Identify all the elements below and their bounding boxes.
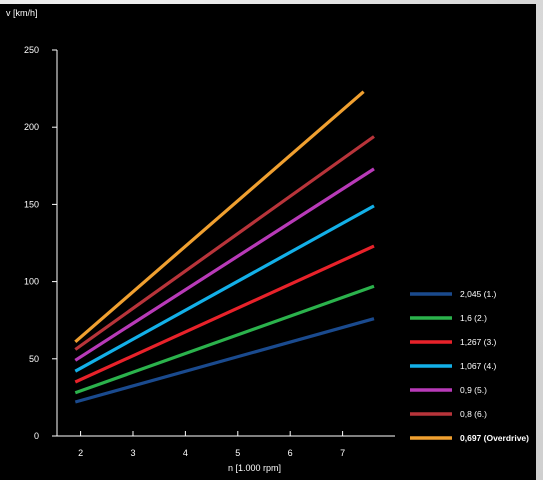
legend-label: 1,6 (2.) bbox=[460, 313, 487, 323]
x-tick-label: 7 bbox=[340, 448, 345, 458]
y-axis-label: v [km/h] bbox=[6, 8, 38, 18]
y-tick-label: 250 bbox=[24, 45, 39, 55]
series-line-7 bbox=[74, 90, 365, 344]
series-line-5 bbox=[74, 167, 375, 362]
series-line-3 bbox=[74, 244, 375, 384]
legend-label: 0,9 (5.) bbox=[460, 385, 487, 395]
x-tick-label: 3 bbox=[130, 448, 135, 458]
axes bbox=[56, 50, 395, 437]
legend-label: 0,697 (Overdrive) bbox=[460, 433, 529, 443]
legend-label: 0,8 (6.) bbox=[460, 409, 487, 419]
y-tick-label: 150 bbox=[24, 199, 39, 209]
y-tick-label: 100 bbox=[24, 277, 39, 287]
x-tick-label: 6 bbox=[288, 448, 293, 458]
series-line-2 bbox=[74, 284, 375, 395]
y-tick-label: 200 bbox=[24, 122, 39, 132]
series-line-1 bbox=[74, 317, 375, 404]
y-tick-label: 50 bbox=[29, 354, 39, 364]
y-tick-label: 0 bbox=[34, 431, 39, 441]
x-tick-label: 4 bbox=[183, 448, 188, 458]
x-tick-label: 5 bbox=[235, 448, 240, 458]
legend-label: 1,267 (3.) bbox=[460, 337, 497, 347]
x-tick-label: 2 bbox=[78, 448, 83, 458]
legend-label: 2,045 (1.) bbox=[460, 289, 497, 299]
legend-label: 1,067 (4.) bbox=[460, 361, 497, 371]
x-axis-label: n [1.000 rpm] bbox=[228, 463, 281, 473]
series-line-6 bbox=[74, 135, 375, 351]
chart-panel bbox=[0, 4, 536, 480]
series-line-4 bbox=[74, 204, 375, 373]
gear-speed-chart: 0 50 100 150 200 250 2 3 4 5 6 7 2,045 (1.) 1,6 (2.)… bbox=[6, 8, 529, 473]
